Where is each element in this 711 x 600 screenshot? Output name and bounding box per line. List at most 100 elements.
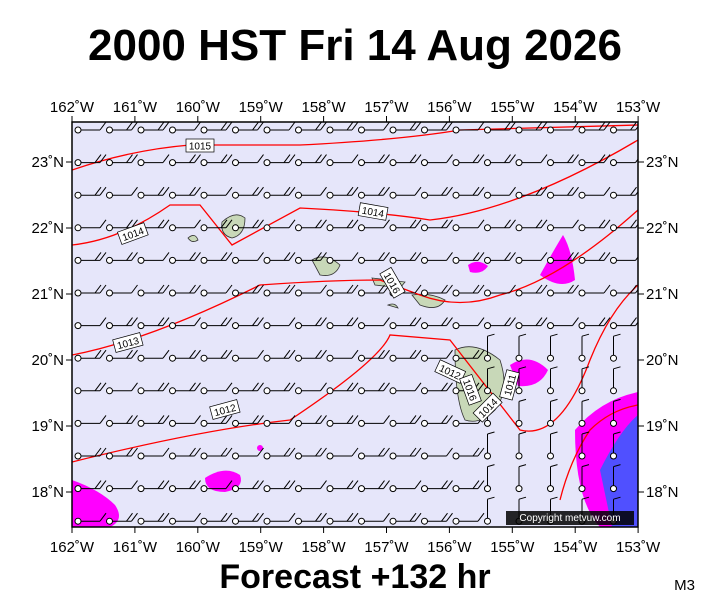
barb-flag: [351, 512, 359, 522]
barb-flag: [472, 186, 480, 196]
wind-barb: [106, 284, 138, 297]
barb-flag: [194, 186, 201, 196]
barb-flag: [378, 480, 385, 489]
barb-flag: [94, 252, 102, 261]
barb-station: [74, 256, 82, 264]
barb-station: [578, 452, 586, 460]
barb-station: [578, 485, 586, 493]
barb-flag: [346, 317, 354, 326]
wind-barb: [421, 154, 453, 167]
wind-barb: [326, 284, 359, 297]
wind-barb: [295, 349, 327, 362]
wind-barb: [232, 349, 264, 362]
barb-station: [200, 289, 208, 297]
barb-station: [515, 387, 523, 395]
wind-barb: [578, 366, 590, 395]
lon-label: 154˚W: [553, 99, 598, 116]
wind-barb: [484, 496, 495, 525]
barb-station: [578, 289, 586, 297]
wind-barb: [452, 349, 485, 362]
barb-station: [515, 159, 523, 167]
barb-station: [169, 191, 176, 199]
barb-station: [452, 354, 460, 362]
barb-flag: [518, 366, 527, 370]
barb-station: [106, 452, 113, 460]
wind-barb: [578, 333, 590, 362]
wind-barb: [326, 252, 359, 264]
wind-barb: [358, 317, 390, 330]
wind-barb: [358, 447, 390, 460]
wind-barb: [326, 512, 359, 525]
barb-flag: [162, 284, 170, 294]
wind-barb: [295, 154, 327, 167]
barb-station: [326, 322, 334, 330]
barb-station: [263, 419, 271, 427]
title: 2000 HST Fri 14 Aug 2026: [88, 21, 622, 70]
wind-barb: [578, 284, 611, 297]
wind-barb: [452, 219, 485, 232]
barb-flag: [409, 122, 417, 131]
wind-barb: [358, 415, 390, 427]
wind-barb: [421, 219, 453, 232]
wind-barb: [389, 512, 422, 525]
isobar-label-text: 1014: [361, 206, 385, 221]
wind-barb: [137, 186, 170, 199]
barb-flag: [581, 431, 590, 435]
barb-flag: [225, 349, 233, 359]
barb-flag: [257, 480, 264, 489]
barb-flag: [535, 122, 543, 131]
wind-barb: [263, 219, 296, 232]
barb-flag: [550, 333, 558, 337]
barb-flag: [540, 252, 548, 261]
barb-station: [295, 224, 302, 232]
barb-station: [232, 289, 239, 297]
barb-station: [515, 419, 523, 427]
barb-flag: [320, 284, 327, 294]
barb-flag: [99, 154, 107, 163]
wind-barb: [74, 317, 107, 330]
barb-station: [484, 322, 491, 330]
wind-barb: [326, 415, 359, 427]
wind-barb: [169, 186, 201, 199]
barb-station: [610, 387, 617, 395]
wind-barb: [326, 349, 359, 362]
barb-flag: [446, 512, 453, 522]
wind-barb: [484, 284, 516, 297]
barb-flag: [257, 317, 264, 326]
wind-barb: [484, 317, 516, 330]
wind-barb: [578, 154, 611, 167]
barb-station: [421, 224, 428, 232]
barb-flag: [383, 382, 390, 392]
wind-barb: [515, 317, 548, 330]
model-label: M3: [674, 577, 695, 594]
barb-flag: [567, 252, 574, 261]
wind-barb: [547, 284, 579, 297]
wind-barb: [74, 512, 107, 525]
wind-barb: [326, 480, 359, 493]
barb-station: [358, 289, 365, 297]
barb-station: [515, 126, 523, 134]
wind-barb: [515, 219, 548, 232]
wind-barb: [169, 447, 201, 460]
barb-flag: [283, 252, 291, 261]
wind-barb: [74, 480, 107, 493]
barb-flag: [283, 284, 291, 294]
barb-flag: [441, 512, 448, 522]
barb-station: [295, 452, 302, 460]
barb-station: [421, 256, 428, 264]
barb-flag: [220, 154, 228, 163]
wind-barb: [137, 480, 170, 493]
barb-station: [452, 485, 460, 493]
barb-flag: [252, 186, 259, 196]
barb-flag: [157, 512, 165, 522]
barb-flag: [509, 122, 516, 131]
wind-barb: [547, 219, 579, 232]
wind-barb: [515, 431, 527, 460]
barb-flag: [288, 186, 296, 196]
isobar-label-bg: [472, 392, 503, 423]
barb-station: [263, 224, 271, 232]
barb-flag: [487, 366, 495, 370]
barb-station: [106, 322, 113, 330]
barb-station: [106, 387, 113, 395]
barb-flag: [225, 480, 233, 489]
